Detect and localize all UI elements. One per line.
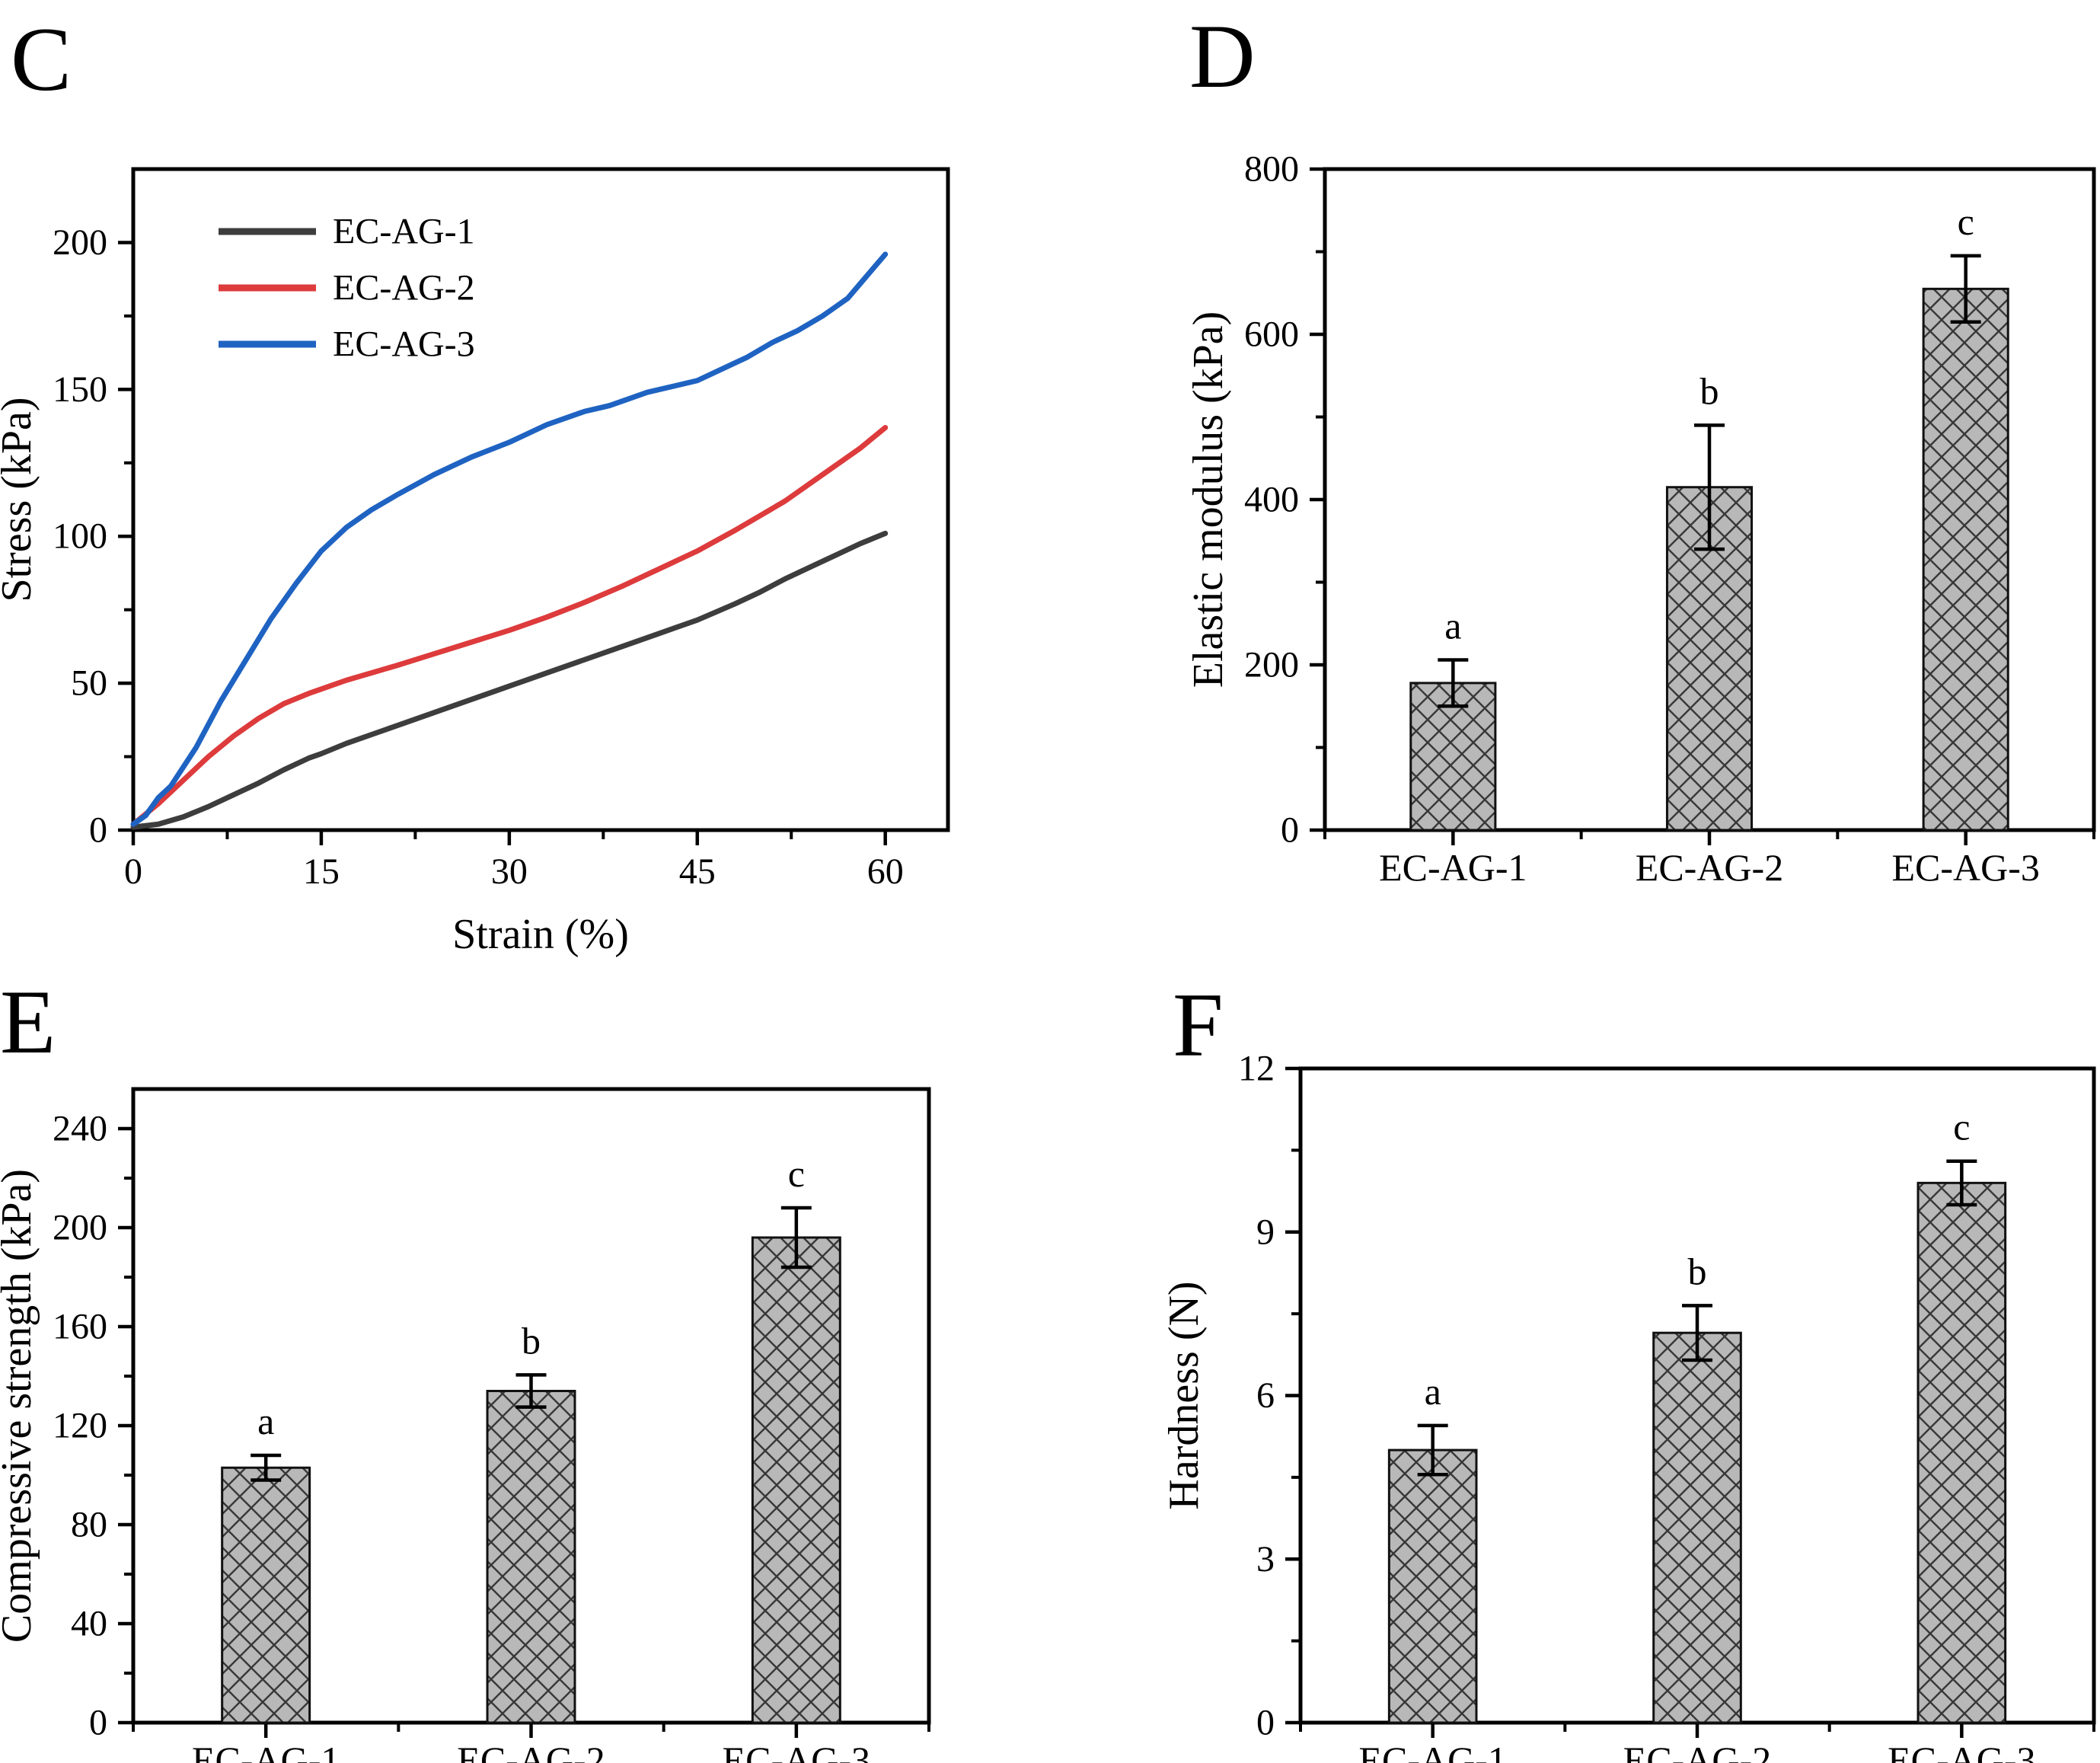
- y-tick-label: 100: [53, 516, 107, 557]
- category-label: EC-AG-1: [1358, 1739, 1506, 1763]
- significance-letter: c: [788, 1152, 805, 1195]
- category-label: EC-AG-1: [1379, 846, 1527, 889]
- error-bar: [1950, 254, 1981, 324]
- y-tick-label: 600: [1244, 315, 1299, 355]
- legend-label: EC-AG-3: [333, 324, 475, 365]
- bar-ec-ag-2: [486, 1390, 576, 1724]
- error-bar: [1946, 1159, 1977, 1207]
- y-tick-label: 50: [71, 663, 107, 704]
- y-tick-label: 160: [53, 1307, 107, 1347]
- y-axis-title: Stress (kPa): [0, 397, 40, 602]
- significance-letter: b: [1700, 369, 1719, 412]
- panel-c-letter: C: [11, 8, 72, 110]
- y-tick-label: 150: [53, 369, 107, 410]
- y-tick-label: 120: [53, 1406, 107, 1446]
- plot-frame: [131, 167, 950, 832]
- y-tick-label: 3: [1256, 1539, 1275, 1579]
- x-tick-label: 45: [679, 851, 716, 892]
- series-line-ec-ag-1: [130, 530, 889, 830]
- legend-label: EC-AG-1: [333, 212, 475, 252]
- bar-ec-ag-3: [1916, 1181, 2007, 1724]
- category-label: EC-AG-1: [192, 1739, 340, 1763]
- bar-ec-ag-1: [221, 1466, 311, 1724]
- x-axis-title: Strain (%): [452, 911, 629, 958]
- y-tick-label: 0: [89, 1703, 107, 1743]
- significance-letter: a: [1444, 604, 1461, 647]
- y-tick-label: 400: [1244, 480, 1299, 520]
- category-label: EC-AG-2: [1636, 846, 1783, 889]
- y-tick-label: 0: [1281, 810, 1299, 851]
- y-tick-label: 200: [53, 1208, 107, 1248]
- y-tick-label: 0: [1256, 1703, 1275, 1743]
- panel-d-plot: 0 200 400 600 800 Elastic modulus (kPa) EC-AG-…: [1185, 149, 2096, 889]
- series-line-ec-ag-3: [130, 251, 889, 827]
- significance-letter: c: [1953, 1106, 1970, 1148]
- panel-f-plot: 0 3 6 9 12 Hardness (N) EC-AG-1 a EC-AG-2 b EC-AG-…: [1160, 1049, 2096, 1763]
- bar-ec-ag-1: [1387, 1448, 1478, 1724]
- series-line-ec-ag-2: [130, 424, 889, 827]
- y-tick-label: 800: [1244, 149, 1299, 190]
- panel-d-letter: D: [1189, 5, 1256, 107]
- bar-ec-ag-3: [1922, 287, 2009, 832]
- y-axis-title: Hardness (N): [1160, 1281, 1208, 1509]
- error-bar: [1682, 1304, 1712, 1362]
- y-tick-label: 6: [1256, 1375, 1275, 1416]
- significance-letter: c: [1958, 200, 1974, 243]
- category-label: EC-AG-3: [1891, 846, 2039, 889]
- x-tick-label: 15: [303, 851, 340, 892]
- significance-letter: a: [257, 1400, 274, 1442]
- bar-ec-ag-3: [751, 1236, 841, 1724]
- panel-c-plot: 0 50 100 150 200 Stress (kPa) 0 15 30 45 60 Strain …: [0, 167, 950, 958]
- bar-ec-ag-2: [1652, 1331, 1742, 1724]
- y-tick-label: 200: [53, 222, 107, 263]
- significance-letter: a: [1425, 1370, 1441, 1413]
- panel-f-letter: F: [1173, 974, 1224, 1075]
- panel-e-letter: E: [0, 971, 56, 1072]
- x-tick-label: 30: [491, 851, 528, 892]
- category-label: EC-AG-2: [1623, 1739, 1771, 1763]
- y-tick-label: 9: [1256, 1212, 1275, 1252]
- error-bar: [1438, 658, 1469, 708]
- y-tick-label: 40: [71, 1604, 107, 1644]
- y-tick-label: 0: [89, 810, 107, 851]
- significance-letter: b: [522, 1319, 541, 1362]
- category-label: EC-AG-3: [723, 1739, 870, 1763]
- legend-label: EC-AG-2: [333, 268, 475, 308]
- category-label: EC-AG-3: [1888, 1739, 2035, 1763]
- error-bar: [251, 1453, 282, 1482]
- y-tick-label: 200: [1244, 645, 1299, 685]
- x-tick-label: 0: [124, 851, 142, 892]
- error-bar: [1417, 1423, 1448, 1477]
- error-bar: [515, 1373, 547, 1409]
- error-bar: [1694, 423, 1725, 551]
- y-axis-title: Compressive strength (kPa): [0, 1169, 40, 1643]
- y-tick-label: 12: [1238, 1049, 1275, 1089]
- y-axis-title: Elastic modulus (kPa): [1185, 311, 1232, 688]
- error-bar: [780, 1206, 812, 1270]
- panel-e-plot: 0 40 80 120 160 200 240 Compressive strength (k…: [0, 1087, 931, 1763]
- x-tick-label: 60: [867, 851, 904, 892]
- y-tick-label: 240: [53, 1109, 107, 1149]
- category-label: EC-AG-2: [457, 1739, 605, 1763]
- y-tick-label: 80: [71, 1505, 107, 1545]
- significance-letter: b: [1688, 1250, 1707, 1292]
